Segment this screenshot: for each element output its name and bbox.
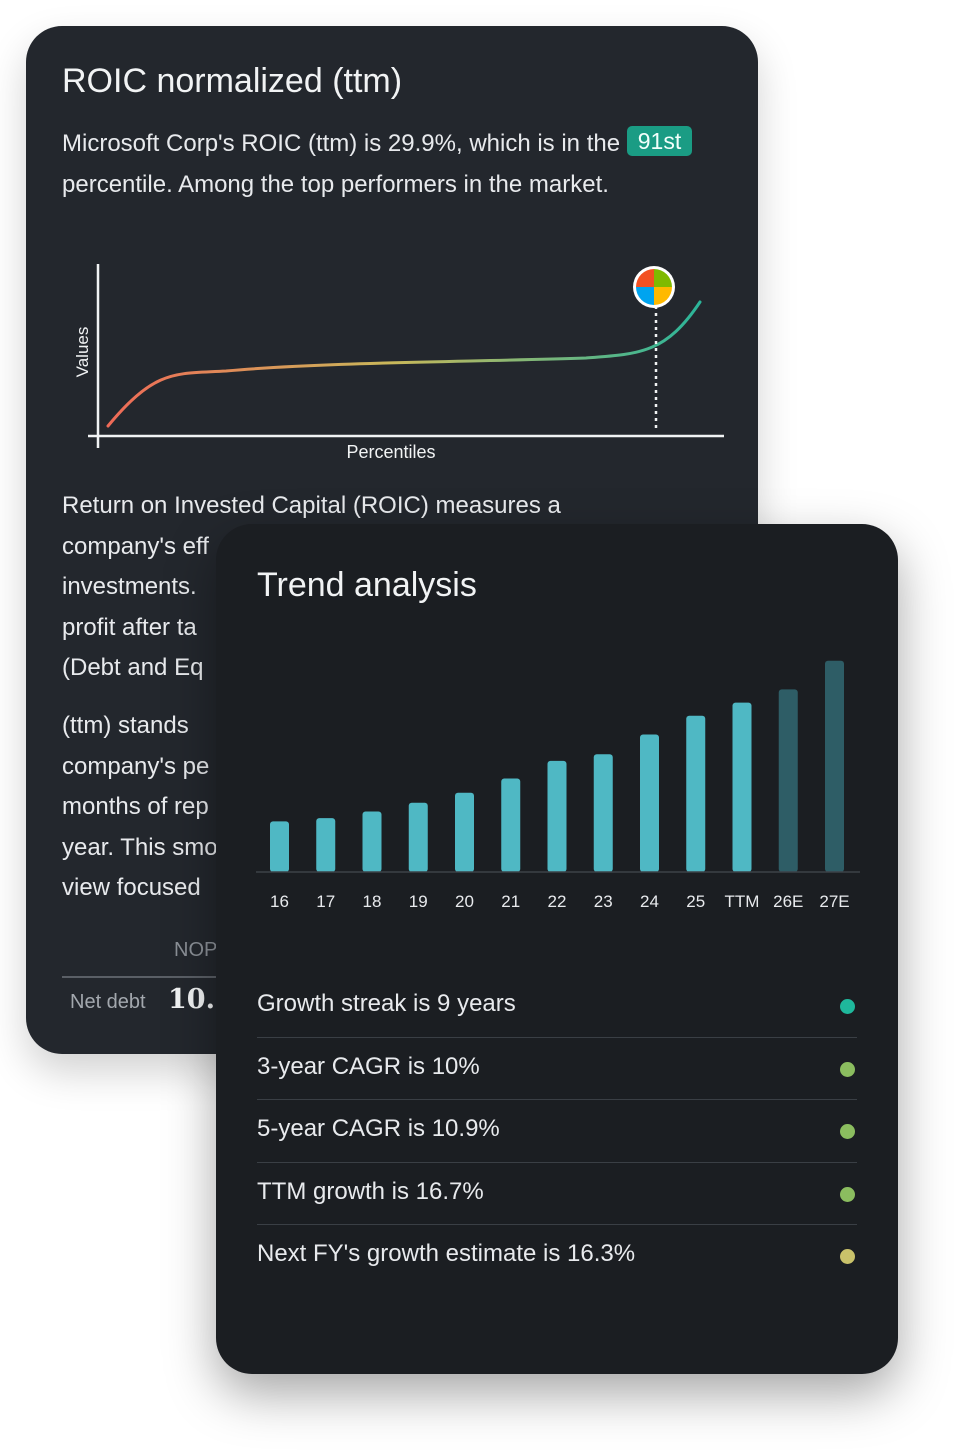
x-tick-label: 21 (501, 892, 520, 911)
roic-card-title: ROIC normalized (ttm) (62, 62, 403, 100)
percentile-badge: 91st (626, 126, 693, 156)
growth-metrics-list: Growth streak is 9 years 3-year CAGR is … (257, 975, 857, 1287)
list-item: 3-year CAGR is 10% (257, 1038, 857, 1100)
x-tick-label: 23 (594, 892, 613, 911)
x-tick-label: 16 (270, 892, 289, 911)
bar-16 (270, 821, 289, 872)
bar-24 (640, 734, 659, 872)
status-dot-icon (840, 1186, 855, 1202)
bar-25 (686, 715, 706, 872)
bar-26e (778, 689, 798, 872)
ttm-line: months of rep (62, 793, 209, 820)
bar-20 (455, 792, 474, 872)
x-tick-label: 20 (455, 892, 474, 911)
roic-summary-suffix: percentile. Among the top performers in … (62, 170, 609, 198)
nopat-column-header: NOP (174, 939, 218, 961)
metric-text: 3-year CAGR is 10% (257, 1052, 480, 1080)
roic-description: Return on Invested Capital (ROIC) measur… (62, 486, 702, 689)
percentile-chart: Values Percentiles (73, 264, 724, 462)
description-line: company's eff (62, 532, 209, 560)
bar-ttm (732, 702, 752, 872)
status-dot-icon (840, 1061, 855, 1077)
ttm-line: (ttm) stands (62, 712, 189, 739)
list-item: 5-year CAGR is 10.9% (257, 1100, 857, 1163)
net-debt-label: Net debt (70, 991, 146, 1013)
description-line: profit after ta (62, 613, 197, 641)
x-tick-label: 26E (773, 892, 803, 911)
list-item: Growth streak is 9 years (257, 975, 857, 1038)
x-axis-label: Percentiles (346, 442, 435, 462)
bar-21 (501, 778, 521, 872)
status-dot-icon (840, 1249, 855, 1264)
roic-summary: Microsoft Corp's ROIC (ttm) is 29.9%, wh… (62, 124, 702, 205)
x-tick-label: 24 (640, 892, 659, 911)
description-line: Return on Invested Capital (ROIC) measur… (62, 492, 561, 519)
ttm-line: company's pe (62, 752, 210, 780)
bar-23 (593, 754, 613, 872)
x-tick-label: 18 (363, 892, 382, 911)
description-line: (Debt and Eq (62, 654, 204, 681)
bar-22 (547, 760, 567, 872)
x-tick-label: 19 (409, 892, 428, 911)
metric-text: 5-year CAGR is 10.9% (257, 1115, 500, 1142)
metric-text: Next FY's growth estimate is 16.3% (257, 1240, 636, 1267)
status-dot-icon (840, 999, 855, 1014)
percentile-curve (106, 300, 702, 428)
trend-analysis-card: Trend analysis 16 17 18 19 20 21 22 23 24 25 TTM 26… (216, 524, 898, 1374)
metric-text: Growth streak is 9 years (257, 990, 516, 1017)
ttm-line: view focused (62, 874, 201, 901)
x-tick-label: TTM (725, 892, 760, 911)
list-item: Next FY's growth estimate is 16.3% (257, 1225, 857, 1287)
description-line: investments. (62, 573, 197, 600)
trend-card-title: Trend analysis (257, 566, 477, 604)
x-tick-label: 25 (686, 892, 705, 911)
bar-19 (408, 802, 428, 872)
microsoft-logo-icon (633, 266, 675, 308)
ttm-explanation: (ttm) stands company's pe months of rep … (62, 706, 702, 909)
bar-27e (825, 660, 844, 872)
bar-17 (316, 818, 336, 872)
metric-text: TTM growth is 16.7% (257, 1177, 484, 1205)
y-axis-label: Values (73, 327, 92, 378)
x-tick-label: 27E (819, 892, 849, 911)
trend-bar-chart: 16 17 18 19 20 21 22 23 24 25 TTM 26E 27E (256, 660, 860, 911)
x-tick-label: 22 (548, 892, 567, 911)
status-dot-icon (840, 1124, 855, 1139)
bar-18 (362, 811, 382, 872)
list-item: TTM growth is 16.7% (257, 1163, 857, 1225)
x-tick-label: 17 (316, 892, 335, 911)
ttm-line: year. This smo (62, 833, 218, 861)
roic-summary-prefix: Microsoft Corp's ROIC (ttm) is 29.9%, wh… (62, 130, 621, 157)
